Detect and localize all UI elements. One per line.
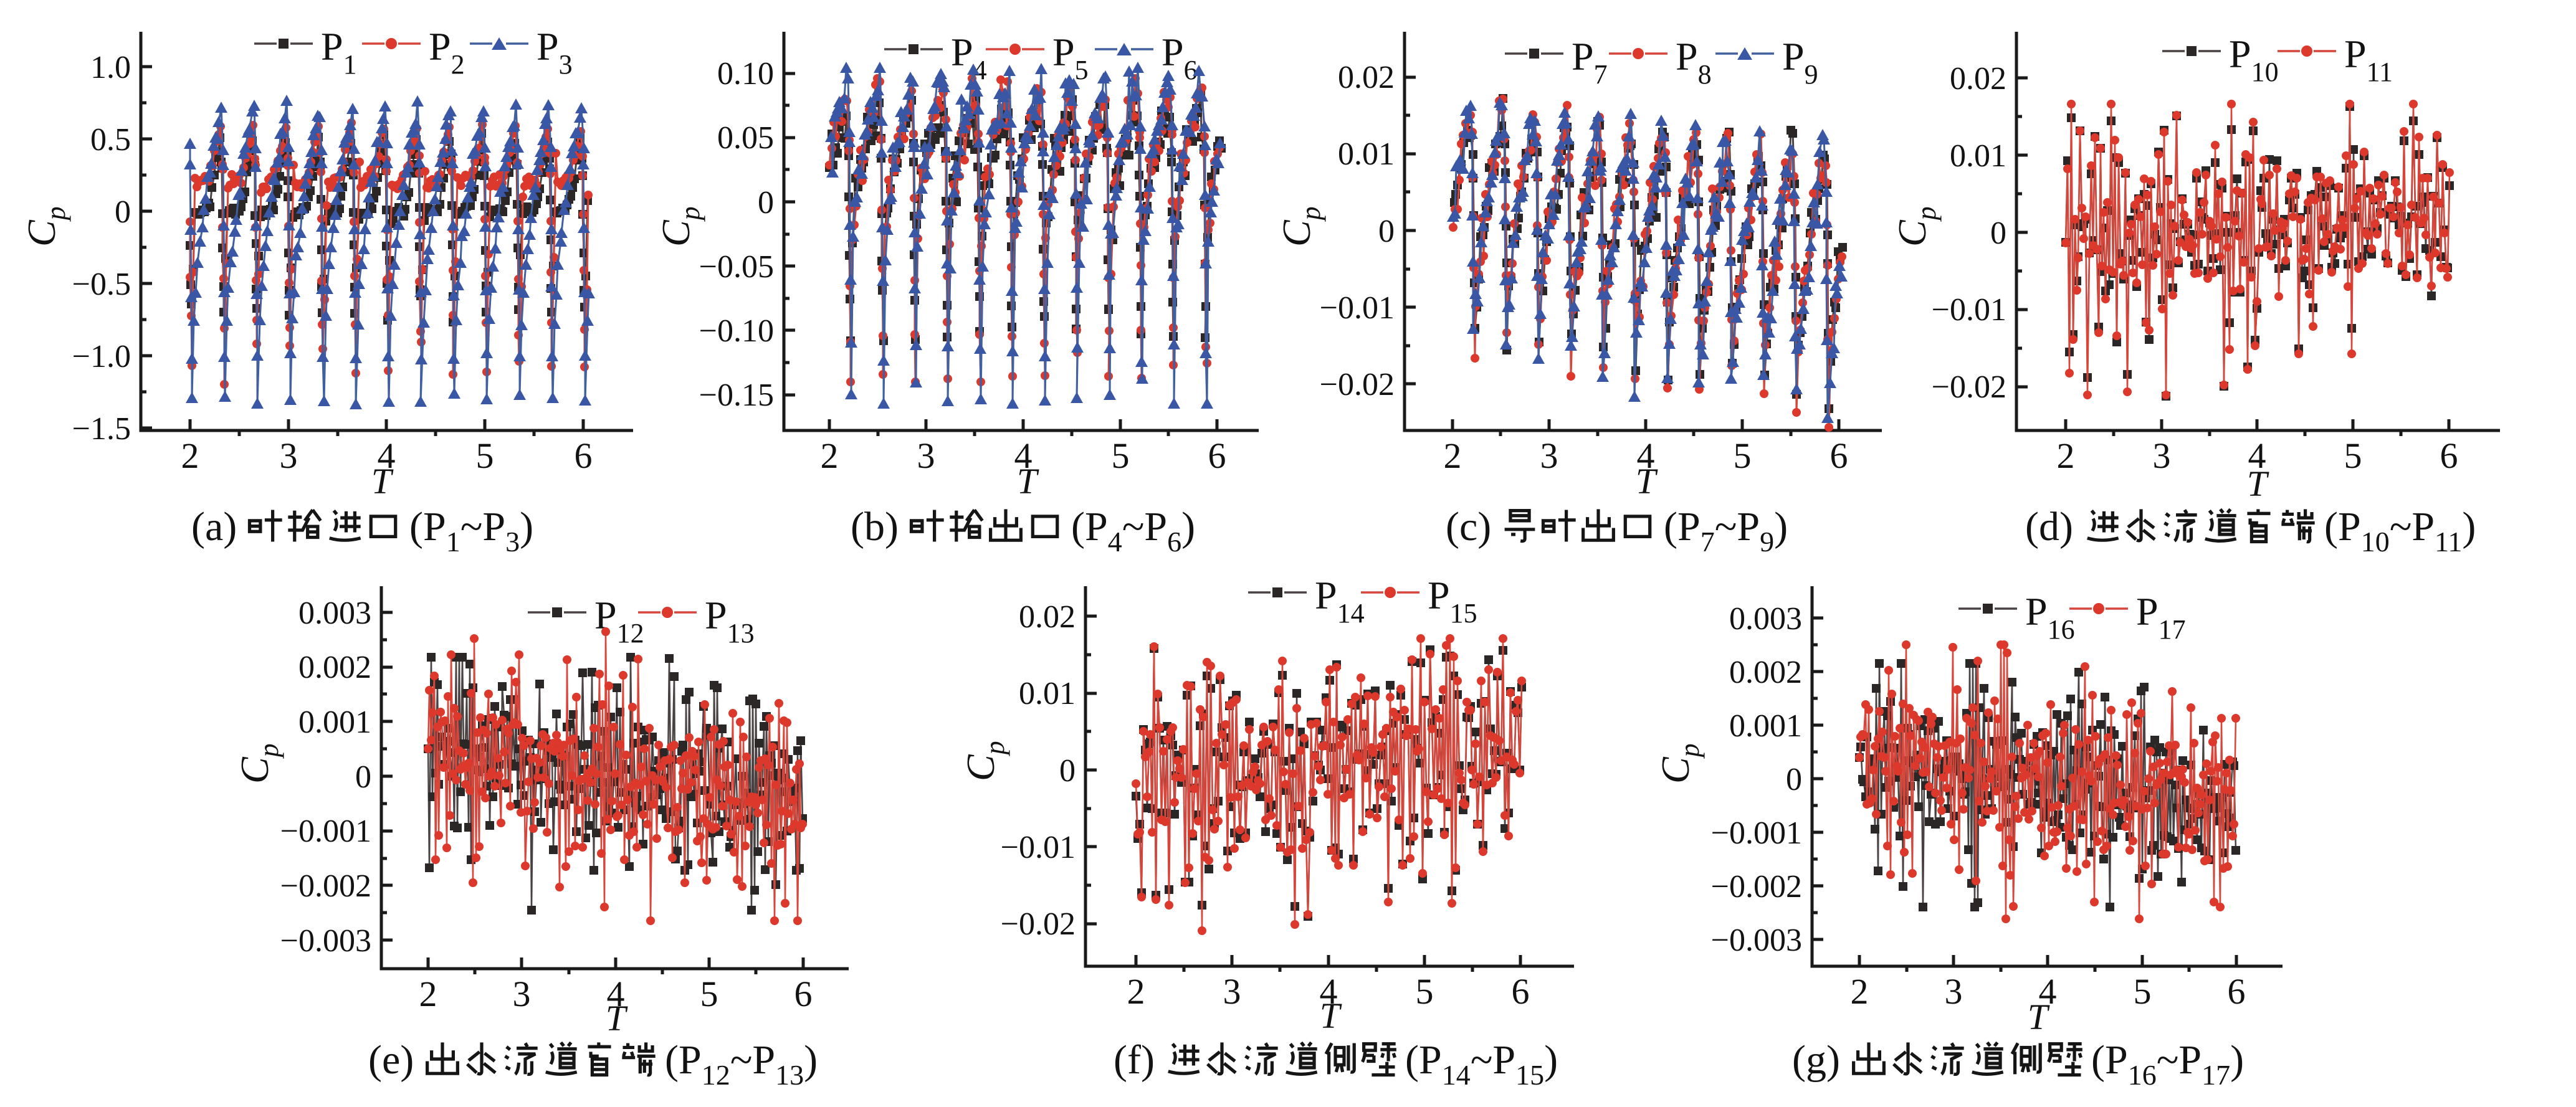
svg-text:2: 2 — [1851, 971, 1869, 1012]
svg-text:5: 5 — [2134, 971, 2152, 1012]
svg-text:5: 5 — [2344, 435, 2362, 476]
svg-text:0.5: 0.5 — [90, 122, 131, 158]
svg-text:3: 3 — [280, 435, 298, 476]
svg-text:0: 0 — [758, 185, 774, 221]
svg-text:0.01: 0.01 — [1338, 136, 1395, 172]
svg-text:0.02: 0.02 — [1950, 61, 2006, 97]
svg-text:3: 3 — [1945, 971, 1963, 1012]
svg-text:−0.10: −0.10 — [699, 313, 774, 349]
svg-text:2: 2 — [2057, 435, 2075, 476]
svg-text:3: 3 — [2153, 435, 2171, 476]
svg-text:6: 6 — [794, 974, 813, 1014]
svg-text:−0.002: −0.002 — [280, 868, 371, 904]
svg-text:−0.02: −0.02 — [1320, 367, 1395, 402]
svg-text:T: T — [2247, 463, 2269, 504]
svg-text:0: 0 — [1059, 753, 1076, 789]
svg-text:0: 0 — [355, 759, 371, 795]
svg-text:4: 4 — [2248, 435, 2266, 476]
svg-text:(b): (b) — [851, 504, 899, 549]
svg-text:6: 6 — [2440, 435, 2458, 476]
svg-text:4: 4 — [1320, 971, 1338, 1012]
svg-text:−0.001: −0.001 — [280, 814, 371, 849]
svg-text:T: T — [1636, 461, 1658, 501]
svg-text:−0.02: −0.02 — [1001, 906, 1076, 942]
svg-text:−0.003: −0.003 — [1711, 923, 1802, 958]
svg-text:0.001: 0.001 — [1729, 708, 1802, 744]
svg-text:2: 2 — [1444, 435, 1462, 476]
svg-text:(e): (e) — [368, 1037, 414, 1083]
svg-text:T: T — [371, 461, 394, 501]
svg-text:(g): (g) — [1792, 1037, 1840, 1083]
svg-text:−0.01: −0.01 — [1001, 830, 1076, 865]
svg-text:4: 4 — [607, 974, 625, 1014]
svg-text:−0.15: −0.15 — [699, 378, 774, 413]
svg-text:5: 5 — [476, 435, 494, 476]
svg-text:−0.003: −0.003 — [280, 923, 371, 959]
svg-text:−0.5: −0.5 — [72, 267, 131, 302]
svg-text:(P12~P13): (P12~P13) — [665, 1037, 818, 1091]
svg-text:T: T — [1320, 995, 1342, 1036]
svg-text:Cp: Cp — [232, 743, 284, 784]
svg-text:2: 2 — [181, 435, 199, 476]
svg-text:1.0: 1.0 — [90, 50, 131, 85]
svg-text:−1.5: −1.5 — [72, 411, 131, 447]
svg-text:4: 4 — [1014, 435, 1033, 476]
svg-text:−0.001: −0.001 — [1711, 815, 1802, 851]
svg-text:3: 3 — [513, 974, 531, 1014]
svg-text:0.02: 0.02 — [1019, 599, 1076, 635]
svg-text:5: 5 — [1734, 435, 1752, 476]
svg-text:2: 2 — [1127, 971, 1145, 1012]
svg-text:0.01: 0.01 — [1950, 138, 2006, 174]
svg-text:2: 2 — [419, 974, 437, 1014]
svg-text:0: 0 — [1378, 214, 1395, 249]
svg-text:0.10: 0.10 — [717, 56, 774, 92]
svg-text:(f): (f) — [1114, 1037, 1155, 1083]
svg-text:−1.0: −1.0 — [72, 339, 131, 374]
svg-text:0: 0 — [1990, 216, 2006, 251]
svg-text:(P1~P3): (P1~P3) — [409, 504, 533, 558]
svg-text:6: 6 — [2228, 971, 2246, 1012]
svg-text:T: T — [606, 998, 628, 1038]
svg-text:0: 0 — [1786, 762, 1802, 797]
svg-text:5: 5 — [700, 974, 718, 1014]
svg-text:6: 6 — [1208, 435, 1226, 476]
svg-text:0.003: 0.003 — [1729, 601, 1802, 637]
svg-text:4: 4 — [2039, 971, 2057, 1012]
svg-text:3: 3 — [1223, 971, 1241, 1012]
svg-text:0.002: 0.002 — [1729, 655, 1802, 690]
svg-text:(P4~P6): (P4~P6) — [1071, 504, 1195, 558]
svg-text:(P16~P17): (P16~P17) — [2091, 1037, 2244, 1091]
svg-text:0.01: 0.01 — [1019, 676, 1076, 711]
svg-text:−0.002: −0.002 — [1711, 869, 1802, 905]
svg-text:6: 6 — [575, 435, 593, 476]
svg-text:3: 3 — [917, 435, 935, 476]
svg-text:5: 5 — [1112, 435, 1130, 476]
svg-text:6: 6 — [1512, 971, 1530, 1012]
svg-text:−0.01: −0.01 — [1932, 292, 2006, 328]
svg-text:T: T — [1017, 461, 1039, 501]
svg-text:(P10~P11): (P10~P11) — [2324, 504, 2476, 558]
svg-text:−0.02: −0.02 — [1932, 369, 2006, 405]
svg-text:6: 6 — [1830, 435, 1848, 476]
svg-text:0.003: 0.003 — [298, 596, 371, 631]
svg-text:T: T — [2028, 997, 2050, 1037]
svg-text:0: 0 — [115, 194, 131, 230]
svg-text:2: 2 — [821, 435, 839, 476]
svg-text:−0.05: −0.05 — [699, 249, 774, 285]
svg-text:4: 4 — [1637, 435, 1655, 476]
svg-text:0.02: 0.02 — [1338, 60, 1395, 95]
svg-text:5: 5 — [1416, 971, 1434, 1012]
svg-text:(c): (c) — [1446, 504, 1491, 549]
svg-text:3: 3 — [1540, 435, 1558, 476]
svg-text:(d): (d) — [2025, 504, 2073, 549]
svg-text:Cp: Cp — [1274, 206, 1326, 247]
svg-text:−0.01: −0.01 — [1320, 290, 1395, 326]
svg-text:(a): (a) — [191, 504, 237, 549]
svg-text:0.002: 0.002 — [298, 650, 371, 685]
svg-text:0.001: 0.001 — [298, 705, 371, 740]
svg-text:0.05: 0.05 — [717, 120, 774, 156]
svg-text:4: 4 — [378, 435, 396, 476]
